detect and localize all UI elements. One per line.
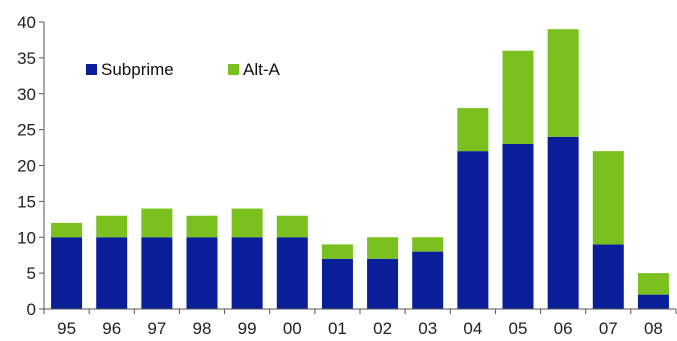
bar-alt-a-05: [502, 50, 534, 144]
bar-alt-a-04: [457, 108, 489, 152]
bar-alt-a-02: [367, 237, 399, 259]
x-tick-label: 99: [238, 319, 257, 338]
x-tick-label: 97: [147, 319, 166, 338]
bar-subprime-03: [412, 251, 444, 309]
y-tick-label: 0: [27, 300, 36, 319]
bar-alt-a-98: [186, 215, 218, 238]
bar-subprime-99: [231, 237, 263, 309]
bar-subprime-04: [457, 151, 489, 309]
bar-alt-a-01: [321, 244, 353, 259]
bar-alt-a-06: [547, 29, 579, 137]
bar-alt-a-99: [231, 208, 263, 238]
y-tick-label: 15: [17, 192, 36, 211]
legend-swatch-alt-a: [228, 64, 239, 75]
bar-alt-a-07: [592, 151, 624, 245]
bar-subprime-01: [321, 258, 353, 309]
legend: Subprime Alt-A: [86, 60, 281, 79]
x-tick-label: 08: [644, 319, 663, 338]
bar-alt-a-00: [276, 215, 308, 238]
x-tick-label: 96: [102, 319, 121, 338]
bar-alt-a-96: [96, 215, 128, 238]
bar-subprime-95: [51, 237, 83, 309]
bar-subprime-98: [186, 237, 218, 309]
bar-alt-a-08: [637, 273, 669, 295]
x-tick-label: 01: [328, 319, 347, 338]
x-axis-ticks: 95 96 97 98 99 00 01 02 03 04 05 06 07 08: [43, 309, 677, 338]
bar-alt-a-97: [141, 208, 173, 238]
x-tick-label: 03: [418, 319, 437, 338]
bar-subprime-05: [502, 143, 534, 309]
bar-subprime-08: [637, 294, 669, 309]
legend-swatch-subprime: [86, 64, 97, 75]
bar-alt-a-03: [412, 237, 444, 252]
x-tick-label: 05: [509, 319, 528, 338]
x-tick-label: 02: [373, 319, 392, 338]
legend-label: Subprime: [101, 60, 174, 79]
bar-subprime-97: [141, 237, 173, 309]
bar-subprime-00: [276, 237, 308, 309]
x-tick-label: 07: [599, 319, 618, 338]
bar-subprime-07: [592, 244, 624, 309]
y-tick-label: 25: [17, 121, 36, 140]
y-axis-ticks: 0 5 10 15 20 25 30 35 40: [17, 13, 44, 319]
y-tick-label: 20: [17, 157, 36, 176]
y-tick-label: 40: [17, 13, 36, 32]
legend-label: Alt-A: [243, 60, 281, 79]
bars: [51, 29, 669, 309]
x-tick-label: 98: [193, 319, 212, 338]
x-tick-label: 00: [283, 319, 302, 338]
y-tick-label: 35: [17, 49, 36, 68]
x-tick-label: 04: [463, 319, 482, 338]
bar-subprime-96: [96, 237, 128, 309]
y-tick-label: 10: [17, 228, 36, 247]
x-tick-label: 06: [554, 319, 573, 338]
bar-alt-a-95: [51, 222, 83, 238]
y-tick-label: 5: [27, 264, 36, 283]
y-tick-label: 30: [17, 85, 36, 104]
bar-subprime-02: [367, 258, 399, 309]
x-tick-label: 95: [57, 319, 76, 338]
bar-subprime-06: [547, 136, 579, 309]
